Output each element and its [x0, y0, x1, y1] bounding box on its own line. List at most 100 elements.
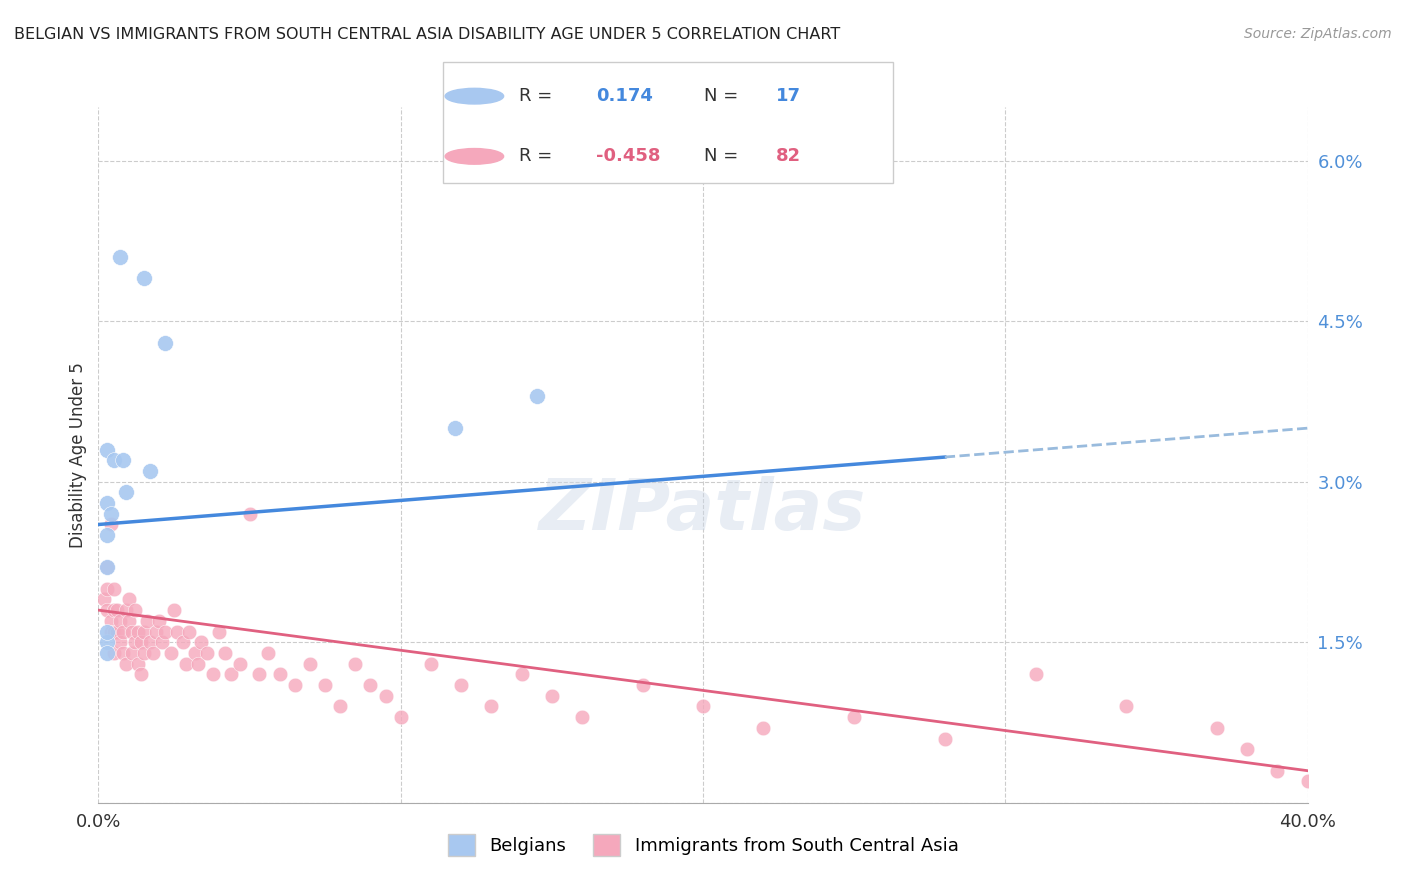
Point	[150, 635, 173, 649]
Point	[108, 250, 131, 264]
Point	[132, 646, 155, 660]
Point	[166, 624, 188, 639]
Point	[96, 582, 118, 596]
Point	[108, 635, 131, 649]
FancyBboxPatch shape	[443, 62, 893, 183]
Point	[208, 624, 231, 639]
Point	[114, 485, 136, 500]
Point	[129, 667, 152, 681]
Point	[105, 603, 128, 617]
Point	[96, 560, 118, 574]
Point	[284, 678, 307, 692]
Point	[129, 635, 152, 649]
Point	[96, 624, 118, 639]
Point	[481, 699, 503, 714]
Legend: Belgians, Immigrants from South Central Asia: Belgians, Immigrants from South Central …	[440, 827, 966, 863]
Point	[100, 614, 122, 628]
Point	[100, 507, 122, 521]
Point	[187, 657, 209, 671]
Point	[118, 614, 141, 628]
Point	[132, 624, 155, 639]
Point	[256, 646, 278, 660]
Point	[752, 721, 775, 735]
Text: 17: 17	[776, 87, 801, 104]
Point	[221, 667, 243, 681]
Point	[96, 603, 118, 617]
Point	[214, 646, 236, 660]
Point	[344, 657, 367, 671]
Point	[118, 592, 141, 607]
Text: -0.458: -0.458	[596, 147, 661, 165]
Point	[132, 271, 155, 285]
Point	[96, 496, 118, 510]
Point	[103, 624, 125, 639]
Point	[111, 646, 134, 660]
Point	[142, 646, 165, 660]
Text: ZIPatlas: ZIPatlas	[540, 476, 866, 545]
Point	[96, 635, 118, 649]
Point	[190, 635, 212, 649]
Point	[135, 614, 157, 628]
Text: 82: 82	[776, 147, 801, 165]
Point	[153, 624, 176, 639]
Point	[96, 442, 118, 457]
Point	[1296, 774, 1319, 789]
Point	[239, 507, 262, 521]
Point	[247, 667, 270, 681]
Point	[163, 603, 186, 617]
Point	[692, 699, 714, 714]
Point	[329, 699, 352, 714]
Point	[195, 646, 218, 660]
Point	[111, 624, 134, 639]
Point	[526, 389, 548, 403]
Point	[269, 667, 291, 681]
Point	[121, 646, 143, 660]
Point	[153, 335, 176, 350]
Point	[202, 667, 225, 681]
Point	[174, 657, 197, 671]
Point	[540, 689, 562, 703]
Circle shape	[446, 88, 503, 104]
Point	[145, 624, 167, 639]
Point	[160, 646, 183, 660]
Point	[121, 624, 143, 639]
Circle shape	[446, 149, 503, 164]
Point	[450, 678, 472, 692]
Point	[96, 528, 118, 542]
Y-axis label: Disability Age Under 5: Disability Age Under 5	[69, 362, 87, 548]
Point	[103, 646, 125, 660]
Point	[108, 614, 131, 628]
Point	[103, 453, 125, 467]
Point	[571, 710, 593, 724]
Text: N =: N =	[704, 87, 738, 104]
Point	[1024, 667, 1046, 681]
Point	[389, 710, 412, 724]
Point	[111, 453, 134, 467]
Point	[1115, 699, 1137, 714]
Point	[139, 635, 162, 649]
Text: 0.174: 0.174	[596, 87, 652, 104]
Point	[510, 667, 533, 681]
Point	[96, 646, 118, 660]
Point	[631, 678, 654, 692]
Point	[114, 603, 136, 617]
Point	[844, 710, 866, 724]
Point	[934, 731, 956, 746]
Point	[1206, 721, 1229, 735]
Text: BELGIAN VS IMMIGRANTS FROM SOUTH CENTRAL ASIA DISABILITY AGE UNDER 5 CORRELATION: BELGIAN VS IMMIGRANTS FROM SOUTH CENTRAL…	[14, 27, 841, 42]
Point	[100, 517, 122, 532]
Point	[93, 592, 115, 607]
Point	[124, 635, 146, 649]
Point	[172, 635, 194, 649]
Point	[444, 421, 467, 435]
Point	[179, 624, 201, 639]
Point	[1267, 764, 1289, 778]
Point	[360, 678, 382, 692]
Point	[100, 624, 122, 639]
Text: R =: R =	[519, 87, 553, 104]
Point	[105, 624, 128, 639]
Point	[96, 560, 118, 574]
Point	[103, 582, 125, 596]
Text: N =: N =	[704, 147, 738, 165]
Point	[148, 614, 170, 628]
